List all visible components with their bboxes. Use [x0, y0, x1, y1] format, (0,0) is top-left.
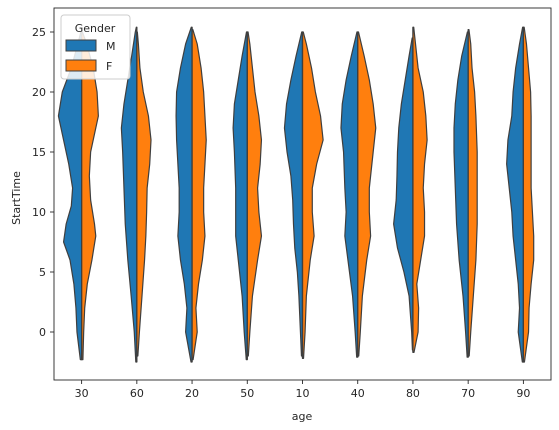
x-tick-label-50: 50 [240, 387, 254, 400]
legend-swatch-m [65, 39, 97, 52]
violin-50-m [232, 31, 248, 361]
violin-80-m [393, 37, 414, 351]
x-tick-label-60: 60 [130, 387, 144, 400]
y-tick-label-10: 10 [32, 206, 46, 219]
legend: Gender M F [60, 14, 131, 80]
y-axis-label: StartTime [10, 171, 23, 225]
violin-60-f [136, 31, 152, 357]
violin-10-f [301, 31, 324, 359]
violin-70-f [467, 29, 478, 357]
violin-90-f [522, 26, 535, 363]
x-tick-label-90: 90 [516, 387, 530, 400]
x-tick-label-30: 30 [75, 387, 89, 400]
violin-10-m [283, 31, 304, 357]
x-tick-label-20: 20 [185, 387, 199, 400]
violin-60-m [120, 26, 138, 363]
x-axis-label: age [292, 410, 313, 423]
y-tick-label-15: 15 [32, 146, 46, 159]
y-tick-label-5: 5 [39, 266, 46, 279]
x-tick-label-10: 10 [296, 387, 310, 400]
legend-title: Gender [75, 22, 116, 35]
violin-70-m [453, 31, 469, 358]
legend-swatch-f [65, 59, 97, 72]
violin-50-f [246, 31, 263, 357]
y-tick-label-20: 20 [32, 86, 46, 99]
legend-label-m: M [106, 40, 116, 53]
x-tick-label-70: 70 [461, 387, 475, 400]
y-tick-label-0: 0 [39, 326, 46, 339]
violin-80-f [412, 26, 428, 353]
violin-40-f [357, 31, 377, 357]
x-tick-label-80: 80 [406, 387, 420, 400]
violin-30-m [57, 31, 83, 361]
legend-label-f: F [106, 60, 112, 73]
y-tick-label-25: 25 [32, 26, 46, 39]
violin-20-m [175, 26, 193, 363]
violin-30-f [81, 31, 99, 361]
violin-90-m [506, 26, 524, 363]
violin-20-f [191, 29, 207, 361]
plot-area: 0 5 10 15 20 25 30 60 20 50 10 40 80 70 90 [32, 7, 552, 400]
x-tick-label-40: 40 [351, 387, 365, 400]
violin-40-m [340, 31, 359, 358]
